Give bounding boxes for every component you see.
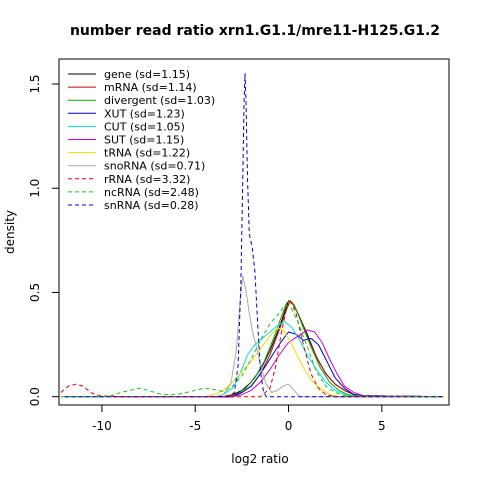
series-line-7	[64, 275, 444, 398]
legend-label-4: CUT (sd=1.05)	[104, 120, 185, 133]
legend-label-3: XUT (sd=1.23)	[104, 107, 185, 120]
series-line-6	[64, 327, 444, 398]
x-tick-label: 0	[285, 419, 293, 433]
x-tick-label: -10	[92, 419, 112, 433]
legend-label-2: divergent (sd=1.03)	[104, 94, 215, 107]
y-tick-label: 0.0	[28, 387, 42, 406]
legend-label-9: ncRNA (sd=2.48)	[104, 186, 199, 199]
legend-label-0: gene (sd=1.15)	[104, 68, 190, 81]
series-line-9	[60, 304, 444, 398]
y-axis-label: density	[3, 210, 17, 254]
y-tick-label: 1.5	[28, 74, 42, 93]
legend-label-10: snRNA (sd=0.28)	[104, 199, 199, 212]
legend: gene (sd=1.15)mRNA (sd=1.14)divergent (s…	[68, 68, 215, 212]
x-axis-label: log2 ratio	[231, 452, 288, 466]
plot-frame	[58, 58, 450, 406]
series-line-3	[64, 331, 444, 398]
legend-label-8: rRNA (sd=3.32)	[104, 173, 190, 186]
legend-label-6: tRNA (sd=1.22)	[104, 147, 190, 160]
x-tick-label: 5	[378, 419, 386, 433]
legend-label-1: mRNA (sd=1.14)	[104, 81, 197, 94]
density-series	[60, 73, 444, 398]
axis-ticks: -10 -5 0 5 0.0 0.5 1.0 1.5	[28, 74, 386, 433]
series-line-10	[64, 73, 444, 398]
y-tick-label: 1.0	[28, 179, 42, 198]
y-tick-label: 0.5	[28, 283, 42, 302]
series-line-5	[64, 329, 444, 398]
x-tick-label: -5	[189, 419, 201, 433]
legend-label-5: SUT (sd=1.15)	[104, 134, 184, 147]
series-line-4	[64, 321, 444, 398]
legend-label-7: snoRNA (sd=0.71)	[104, 160, 205, 173]
chart-title: number read ratio xrn1.G1.1/mre11-H125.G…	[70, 23, 440, 39]
